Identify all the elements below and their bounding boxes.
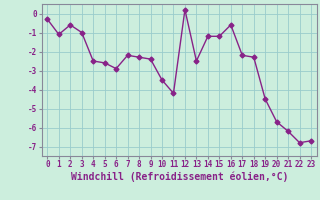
X-axis label: Windchill (Refroidissement éolien,°C): Windchill (Refroidissement éolien,°C) xyxy=(70,172,288,182)
